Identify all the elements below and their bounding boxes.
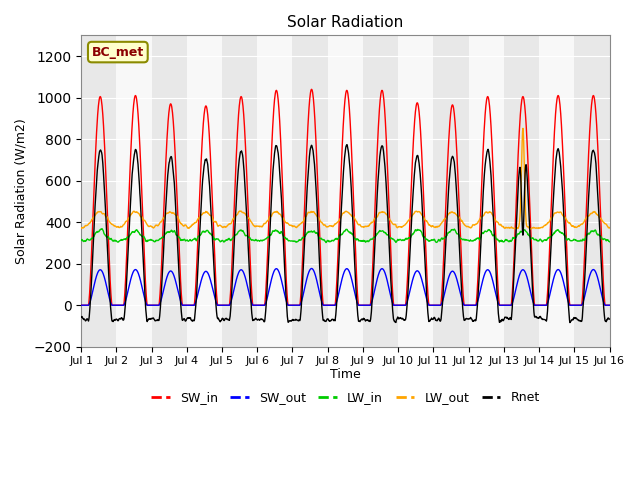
Title: Solar Radiation: Solar Radiation — [287, 15, 403, 30]
Bar — [116, 36, 152, 347]
Bar — [609, 36, 640, 347]
Legend: SW_in, SW_out, LW_in, LW_out, Rnet: SW_in, SW_out, LW_in, LW_out, Rnet — [146, 386, 545, 409]
Bar — [363, 36, 398, 347]
Bar — [433, 36, 468, 347]
Y-axis label: Solar Radiation (W/m2): Solar Radiation (W/m2) — [15, 118, 28, 264]
Bar — [257, 36, 292, 347]
Bar — [152, 36, 187, 347]
Bar — [187, 36, 222, 347]
X-axis label: Time: Time — [330, 368, 361, 381]
Bar — [292, 36, 328, 347]
Bar — [539, 36, 574, 347]
Bar — [222, 36, 257, 347]
Bar — [81, 36, 116, 347]
Bar — [398, 36, 433, 347]
Bar — [468, 36, 504, 347]
Bar — [574, 36, 609, 347]
Bar — [328, 36, 363, 347]
Bar — [504, 36, 539, 347]
Text: BC_met: BC_met — [92, 46, 144, 59]
